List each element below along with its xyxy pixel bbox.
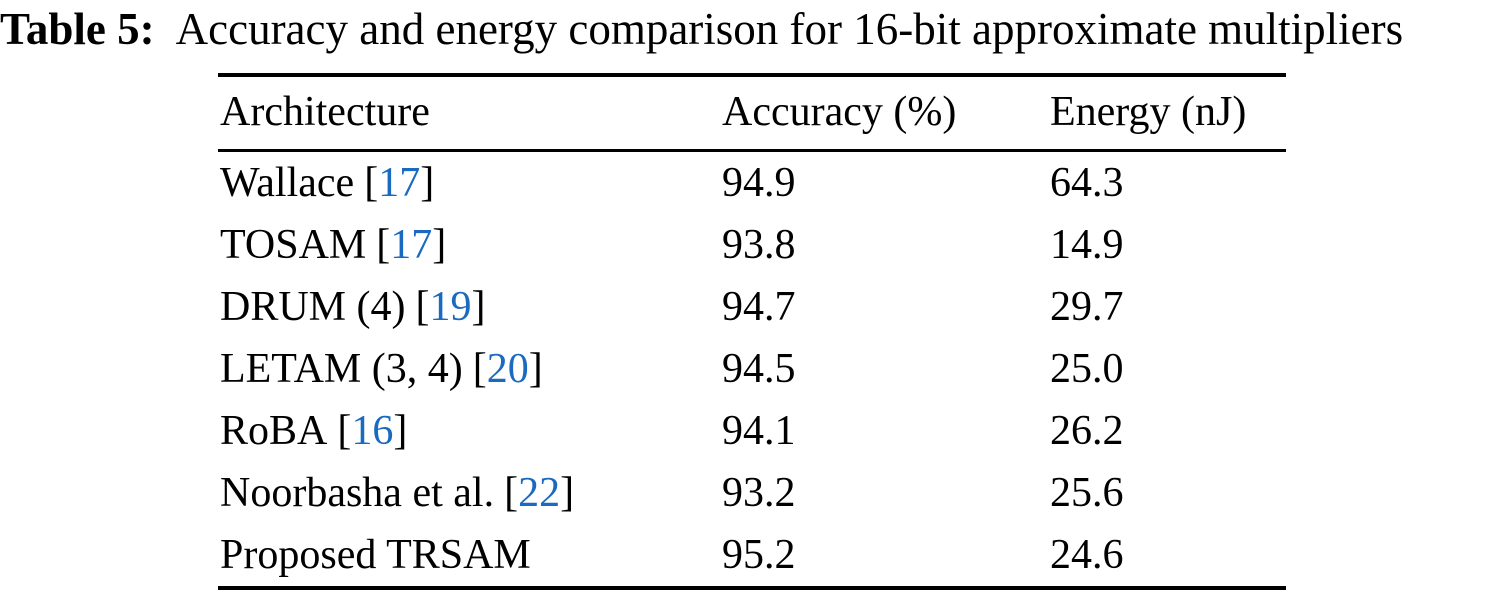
energy-value: 25.6 xyxy=(1050,470,1124,516)
energy-value: 24.6 xyxy=(1050,532,1124,578)
citation-number: 17 xyxy=(378,160,421,206)
accuracy-value: 94.7 xyxy=(722,284,796,330)
column-header-architecture: Architecture xyxy=(220,89,430,135)
citation-open-bracket: [ xyxy=(376,222,391,268)
energy-cell: 25.0 xyxy=(1048,338,1286,400)
energy-cell: 14.9 xyxy=(1048,214,1286,276)
results-table: Architecture Accuracy (%) Energy (nJ) Wa… xyxy=(218,73,1286,590)
energy-value: 25.0 xyxy=(1050,346,1124,392)
energy-value: 26.2 xyxy=(1050,408,1124,454)
accuracy-cell: 94.7 xyxy=(720,276,1048,338)
table-body: Wallace [17] 94.9 64.3 TOSAM [17] 93.8 14.… xyxy=(218,151,1286,589)
accuracy-value: 94.1 xyxy=(722,408,796,454)
citation-open-bracket: [ xyxy=(415,284,430,330)
energy-value: 14.9 xyxy=(1050,222,1124,268)
table-caption: Table 5: Accuracy and energy comparison f… xyxy=(0,0,1403,58)
citation-ref[interactable]: [19] xyxy=(416,284,486,330)
energy-cell: 64.3 xyxy=(1048,151,1286,215)
architecture-name: RoBA xyxy=(220,408,328,454)
citation-number: 19 xyxy=(429,284,472,330)
column-header-accuracy: Accuracy (%) xyxy=(722,89,957,135)
architecture-name: Noorbasha et al. xyxy=(220,470,495,516)
caption-label: Table 5: xyxy=(0,4,155,54)
table-row: RoBA [16] 94.1 26.2 xyxy=(218,400,1286,462)
citation-close-bracket: ] xyxy=(528,346,543,392)
caption-text: Accuracy and energy comparison for 16-bi… xyxy=(175,4,1404,54)
accuracy-cell: 93.8 xyxy=(720,214,1048,276)
citation-close-bracket: ] xyxy=(471,284,486,330)
citation-open-bracket: [ xyxy=(364,160,379,206)
citation-close-bracket: ] xyxy=(393,408,408,454)
energy-cell: 26.2 xyxy=(1048,400,1286,462)
citation-ref[interactable]: [17] xyxy=(376,222,446,268)
architecture-name: DRUM (4) xyxy=(220,284,406,330)
energy-cell: 25.6 xyxy=(1048,462,1286,524)
accuracy-value: 95.2 xyxy=(722,532,796,578)
table-row: LETAM (3, 4) [20] 94.5 25.0 xyxy=(218,338,1286,400)
citation-open-bracket: [ xyxy=(472,346,487,392)
table-row: Proposed TRSAM 95.2 24.6 xyxy=(218,524,1286,588)
citation-open-bracket: [ xyxy=(337,408,352,454)
energy-value: 29.7 xyxy=(1050,284,1124,330)
architecture-cell: RoBA [16] xyxy=(218,400,720,462)
architecture-cell: Wallace [17] xyxy=(218,151,720,215)
accuracy-value: 93.2 xyxy=(722,470,796,516)
citation-close-bracket: ] xyxy=(560,470,575,516)
citation-number: 20 xyxy=(486,346,529,392)
architecture-name: LETAM (3, 4) xyxy=(220,346,463,392)
architecture-name: Wallace xyxy=(220,160,355,206)
energy-value: 64.3 xyxy=(1050,160,1124,206)
citation-number: 17 xyxy=(390,222,433,268)
citation-open-bracket: [ xyxy=(504,470,519,516)
accuracy-value: 94.5 xyxy=(722,346,796,392)
architecture-cell: LETAM (3, 4) [20] xyxy=(218,338,720,400)
accuracy-cell: 94.5 xyxy=(720,338,1048,400)
table-row: TOSAM [17] 93.8 14.9 xyxy=(218,214,1286,276)
citation-ref[interactable]: [20] xyxy=(473,346,543,392)
header-row: Architecture Accuracy (%) Energy (nJ) xyxy=(218,75,1286,151)
architecture-cell: Noorbasha et al. [22] xyxy=(218,462,720,524)
citation-number: 16 xyxy=(351,408,394,454)
column-header-energy: Energy (nJ) xyxy=(1050,89,1247,135)
citation-close-bracket: ] xyxy=(420,160,435,206)
accuracy-cell: 93.2 xyxy=(720,462,1048,524)
architecture-cell: Proposed TRSAM xyxy=(218,524,720,588)
table-row: DRUM (4) [19] 94.7 29.7 xyxy=(218,276,1286,338)
architecture-name: TOSAM xyxy=(220,222,367,268)
citation-ref[interactable]: [16] xyxy=(337,408,407,454)
architecture-cell: TOSAM [17] xyxy=(218,214,720,276)
accuracy-cell: 94.9 xyxy=(720,151,1048,215)
table-row: Noorbasha et al. [22] 93.2 25.6 xyxy=(218,462,1286,524)
citation-close-bracket: ] xyxy=(432,222,447,268)
results-table-container: Architecture Accuracy (%) Energy (nJ) Wa… xyxy=(218,73,1286,590)
table-row: Wallace [17] 94.9 64.3 xyxy=(218,151,1286,215)
energy-cell: 24.6 xyxy=(1048,524,1286,588)
citation-number: 22 xyxy=(518,470,561,516)
citation-ref[interactable]: [17] xyxy=(364,160,434,206)
accuracy-cell: 94.1 xyxy=(720,400,1048,462)
accuracy-cell: 95.2 xyxy=(720,524,1048,588)
energy-cell: 29.7 xyxy=(1048,276,1286,338)
accuracy-value: 93.8 xyxy=(722,222,796,268)
architecture-cell: DRUM (4) [19] xyxy=(218,276,720,338)
accuracy-value: 94.9 xyxy=(722,160,796,206)
architecture-name: Proposed TRSAM xyxy=(220,532,531,578)
citation-ref[interactable]: [22] xyxy=(504,470,574,516)
